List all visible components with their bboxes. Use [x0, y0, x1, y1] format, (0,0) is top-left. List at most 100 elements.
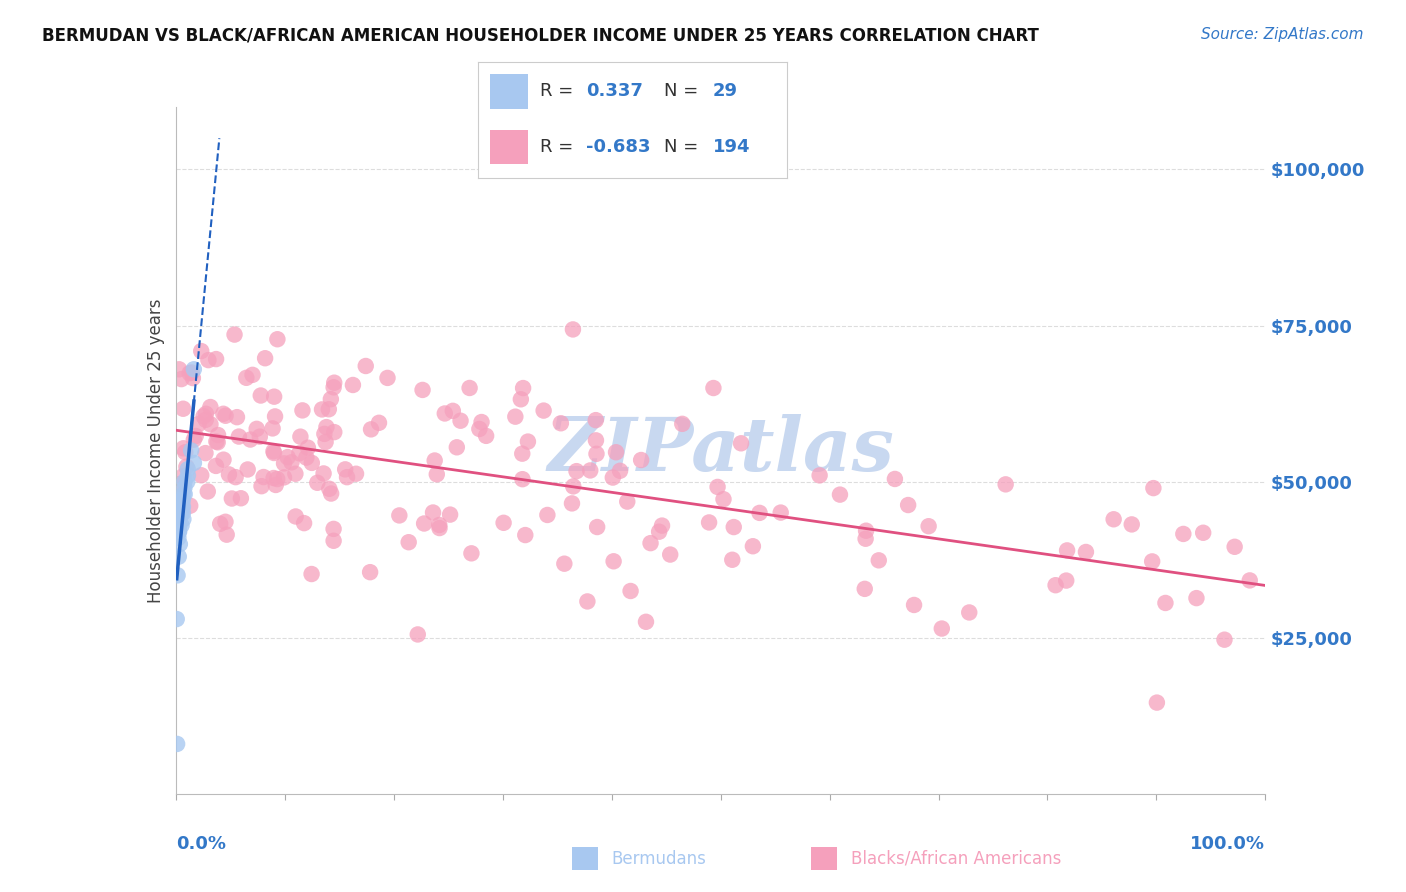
Point [323, 376, 346, 390]
Point [319, 392, 342, 406]
Point [177, 462, 200, 476]
Point [1054, 574, 1077, 588]
Point [315, 434, 337, 449]
Point [263, 390, 285, 404]
Point [388, 508, 411, 523]
Point [458, 381, 481, 395]
Point [263, 471, 285, 485]
Point [166, 612, 188, 626]
Point [170, 518, 193, 533]
Point [184, 429, 207, 443]
Point [671, 417, 693, 431]
Point [446, 440, 468, 454]
Point [586, 520, 609, 534]
Point [183, 433, 205, 447]
Point [398, 535, 420, 549]
Point [205, 352, 228, 367]
Point [602, 470, 624, 484]
Point [492, 516, 515, 530]
Point [470, 415, 492, 429]
Point [167, 524, 190, 539]
Point [264, 478, 287, 492]
Point [264, 409, 287, 424]
Point [226, 410, 249, 425]
Point [342, 378, 364, 392]
Point [562, 479, 585, 493]
Point [169, 537, 191, 551]
FancyBboxPatch shape [491, 129, 527, 164]
Point [697, 516, 720, 530]
Point [561, 496, 583, 510]
Point [173, 481, 195, 495]
Point [360, 422, 382, 436]
Point [315, 420, 337, 434]
Point [1074, 545, 1097, 559]
Point [855, 532, 877, 546]
Point [172, 512, 194, 526]
Point [336, 470, 359, 484]
Point [166, 737, 188, 751]
Point [585, 413, 607, 427]
Point [605, 445, 627, 459]
Point [215, 527, 238, 541]
Point [1121, 517, 1143, 532]
Point [176, 475, 198, 489]
Point [254, 351, 277, 366]
Point [224, 327, 246, 342]
Point [295, 450, 318, 465]
Point [406, 627, 429, 641]
Point [183, 456, 205, 470]
Point [172, 493, 194, 508]
Point [1154, 596, 1177, 610]
Point [1142, 481, 1164, 495]
Point [252, 470, 274, 484]
Point [197, 484, 219, 499]
Point [713, 492, 735, 507]
Point [429, 521, 451, 535]
Point [354, 359, 377, 373]
Point [706, 480, 728, 494]
Text: R =: R = [540, 82, 579, 100]
Point [377, 371, 399, 385]
Text: 0.337: 0.337 [586, 82, 643, 100]
Point [284, 509, 307, 524]
Point [167, 477, 190, 491]
Point [235, 371, 257, 385]
Point [917, 519, 939, 533]
Point [1173, 527, 1195, 541]
Point [553, 557, 575, 571]
Point [180, 366, 202, 380]
Point [194, 413, 217, 427]
Point [413, 516, 436, 531]
Point [221, 491, 243, 506]
Point [228, 429, 250, 443]
Point [292, 516, 315, 530]
Point [288, 446, 311, 460]
Point [897, 498, 920, 512]
Point [174, 445, 197, 459]
Point [170, 500, 193, 514]
Point [853, 582, 876, 596]
Point [335, 462, 357, 476]
Point [290, 430, 312, 444]
Point [187, 417, 209, 431]
Point [439, 508, 461, 522]
Point [368, 416, 391, 430]
Point [314, 426, 336, 441]
Point [194, 446, 217, 460]
Point [277, 450, 299, 464]
Point [510, 447, 533, 461]
Point [1223, 540, 1246, 554]
Text: R =: R = [540, 137, 579, 155]
Point [450, 414, 472, 428]
Point [250, 479, 273, 493]
Point [630, 453, 652, 467]
Text: 29: 29 [713, 82, 738, 100]
Point [172, 500, 194, 514]
Point [460, 546, 482, 560]
Text: BERMUDAN VS BLACK/AFRICAN AMERICAN HOUSEHOLDER INCOME UNDER 25 YEARS CORRELATION: BERMUDAN VS BLACK/AFRICAN AMERICAN HOUSE… [42, 27, 1039, 45]
Point [634, 615, 657, 629]
Point [297, 441, 319, 455]
Point [190, 468, 212, 483]
Point [263, 444, 285, 458]
